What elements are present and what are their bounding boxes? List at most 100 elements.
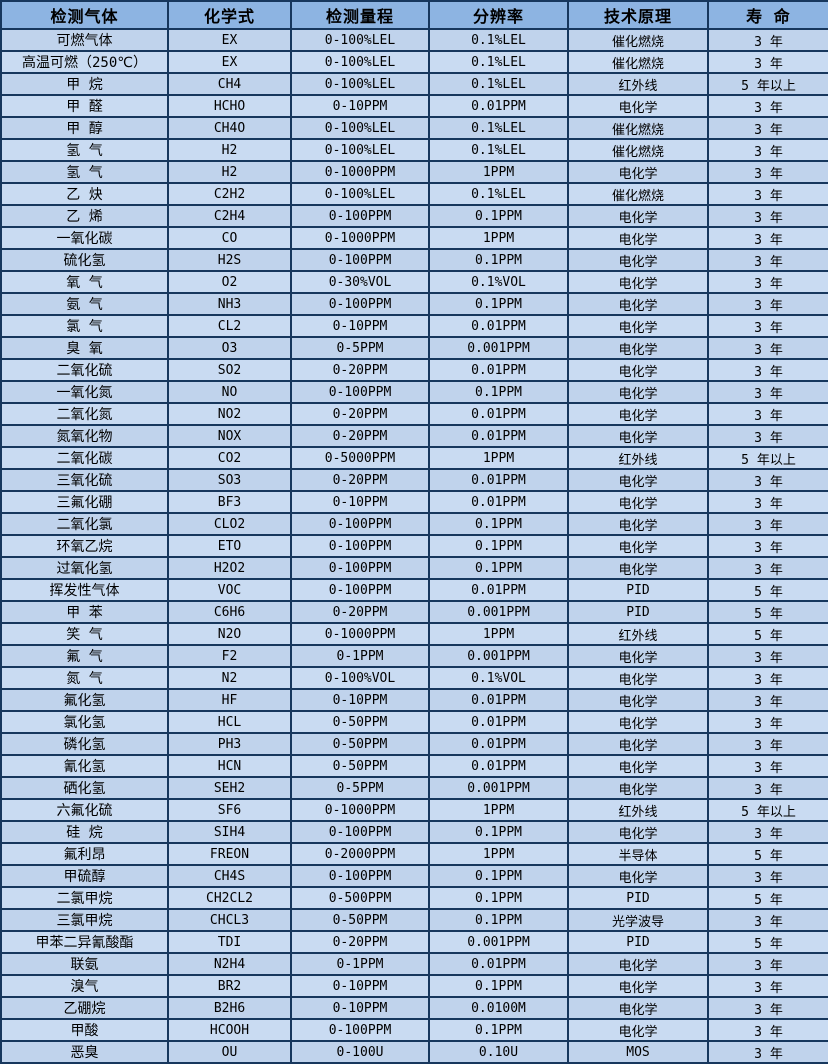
table-row: 氨 气 NH3 0-100PPM 0.1PPM 电化学 3 年 <box>0 292 828 316</box>
table-cell: 0.01PPM <box>428 358 569 382</box>
table-cell: 0.1%LEL <box>428 138 569 162</box>
table-cell: F2 <box>167 644 292 668</box>
table-cell: 3 年 <box>707 974 828 998</box>
table-cell: CH2CL2 <box>167 886 292 910</box>
table-cell: 0.01PPM <box>428 710 569 734</box>
table-cell: 0-100%LEL <box>290 116 430 140</box>
table-cell: 电化学 <box>567 534 709 558</box>
header-cell-5: 寿 命 <box>707 0 828 30</box>
table-cell: 0.1PPM <box>428 292 569 316</box>
table-cell: 0-1000PPM <box>290 798 430 822</box>
table-cell: 0.001PPM <box>428 930 569 954</box>
table-cell: 电化学 <box>567 952 709 976</box>
table-cell: 0.1%LEL <box>428 182 569 206</box>
table-cell: 3 年 <box>707 1018 828 1042</box>
table-row: 甲 苯 C6H6 0-20PPM 0.001PPM PID 5 年 <box>0 600 828 624</box>
table-cell: NOX <box>167 424 292 448</box>
table-cell: 乙 烯 <box>0 204 169 228</box>
table-cell: BF3 <box>167 490 292 514</box>
table-cell: 笑 气 <box>0 622 169 646</box>
table-cell: ETO <box>167 534 292 558</box>
table-cell: 0.001PPM <box>428 600 569 624</box>
table-row: 氟化氢 HF 0-10PPM 0.01PPM 电化学 3 年 <box>0 688 828 712</box>
table-row: 二氧化硫 SO2 0-20PPM 0.01PPM 电化学 3 年 <box>0 358 828 382</box>
table-cell: 磷化氢 <box>0 732 169 756</box>
table-cell: 5 年 <box>707 886 828 910</box>
table-cell: 二氧化硫 <box>0 358 169 382</box>
table-cell: 0.01PPM <box>428 490 569 514</box>
table-cell: 0-10PPM <box>290 490 430 514</box>
table-cell: 0.10U <box>428 1040 569 1064</box>
table-cell: 氰化氢 <box>0 754 169 778</box>
table-cell: 0.1%LEL <box>428 72 569 96</box>
table-cell: BR2 <box>167 974 292 998</box>
table-cell: 氢 气 <box>0 138 169 162</box>
table-cell: 0.1PPM <box>428 534 569 558</box>
table-cell: SF6 <box>167 798 292 822</box>
table-cell: 催化燃烧 <box>567 50 709 74</box>
table-cell: 三氟化硼 <box>0 490 169 514</box>
table-cell: 半导体 <box>567 842 709 866</box>
table-row: 过氧化氢 H2O2 0-100PPM 0.1PPM 电化学 3 年 <box>0 556 828 580</box>
table-cell: 电化学 <box>567 556 709 580</box>
table-cell: 3 年 <box>707 864 828 888</box>
table-cell: 电化学 <box>567 820 709 844</box>
table-cell: 3 年 <box>707 94 828 118</box>
table-cell: H2 <box>167 160 292 184</box>
table-cell: 0.1PPM <box>428 1018 569 1042</box>
table-cell: 0.1PPM <box>428 974 569 998</box>
table-cell: 甲 烷 <box>0 72 169 96</box>
table-cell: 1PPM <box>428 446 569 470</box>
table-row: 乙 烯 C2H4 0-100PPM 0.1PPM 电化学 3 年 <box>0 204 828 228</box>
table-row: 环氧乙烷 ETO 0-100PPM 0.1PPM 电化学 3 年 <box>0 534 828 558</box>
table-cell: 3 年 <box>707 314 828 338</box>
table-cell: 0-100PPM <box>290 556 430 580</box>
table-cell: 0-100%LEL <box>290 182 430 206</box>
table-cell: 电化学 <box>567 204 709 228</box>
table-cell: N2O <box>167 622 292 646</box>
table-row: 氰化氢 HCN 0-50PPM 0.01PPM 电化学 3 年 <box>0 754 828 778</box>
table-cell: 3 年 <box>707 996 828 1020</box>
header-cell-3: 分辨率 <box>428 0 569 30</box>
table-cell: 0-1PPM <box>290 952 430 976</box>
table-cell: 臭 氧 <box>0 336 169 360</box>
table-cell: 3 年 <box>707 1040 828 1064</box>
table-cell: 电化学 <box>567 468 709 492</box>
table-cell: 0-100PPM <box>290 534 430 558</box>
table-cell: 0-10PPM <box>290 688 430 712</box>
table-row: 氯化氢 HCL 0-50PPM 0.01PPM 电化学 3 年 <box>0 710 828 734</box>
table-cell: 5 年以上 <box>707 72 828 96</box>
table-cell: 催化燃烧 <box>567 138 709 162</box>
table-cell: SO3 <box>167 468 292 492</box>
table-cell: 0.1PPM <box>428 248 569 272</box>
table-cell: 0-20PPM <box>290 930 430 954</box>
table-row: 氮氧化物 NOX 0-20PPM 0.01PPM 电化学 3 年 <box>0 424 828 448</box>
table-cell: 二氧化碳 <box>0 446 169 470</box>
table-cell: 0.1PPM <box>428 512 569 536</box>
table-cell: 3 年 <box>707 270 828 294</box>
table-cell: 0-100PPM <box>290 1018 430 1042</box>
table-cell: 3 年 <box>707 116 828 140</box>
table-cell: CL2 <box>167 314 292 338</box>
table-cell: 氮氧化物 <box>0 424 169 448</box>
table-cell: 0-100%VOL <box>290 666 430 690</box>
table-cell: MOS <box>567 1040 709 1064</box>
table-cell: 一氧化碳 <box>0 226 169 250</box>
table-cell: 3 年 <box>707 644 828 668</box>
table-cell: 0-100%LEL <box>290 138 430 162</box>
table-cell: 联氨 <box>0 952 169 976</box>
table-row: 硫化氢 H2S 0-100PPM 0.1PPM 电化学 3 年 <box>0 248 828 272</box>
table-cell: 0-100PPM <box>290 512 430 536</box>
table-cell: 0.1PPM <box>428 204 569 228</box>
table-cell: 3 年 <box>707 688 828 712</box>
table-cell: 红外线 <box>567 622 709 646</box>
table-row: 甲酸 HCOOH 0-100PPM 0.1PPM 电化学 3 年 <box>0 1018 828 1042</box>
table-cell: 3 年 <box>707 336 828 360</box>
table-cell: 0-20PPM <box>290 468 430 492</box>
table-cell: 可燃气体 <box>0 28 169 52</box>
table-cell: 0.01PPM <box>428 578 569 602</box>
table-cell: 0.001PPM <box>428 336 569 360</box>
table-cell: 1PPM <box>428 798 569 822</box>
table-cell: 5 年 <box>707 578 828 602</box>
table-cell: 氟 气 <box>0 644 169 668</box>
